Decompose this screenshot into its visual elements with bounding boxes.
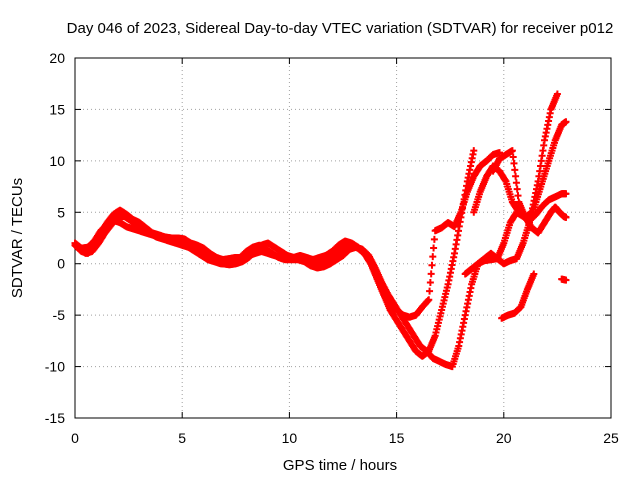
series-track-5: [470, 162, 570, 237]
series-track-6: [498, 270, 538, 322]
series-track-1: [71, 149, 504, 321]
x-tick-label: 20: [496, 430, 512, 446]
data-point: [510, 159, 518, 167]
data-point: [511, 166, 519, 174]
tick-labels: 0 5 10 15 20 25 -15 -10 -5 0 5 10 15 20: [45, 50, 619, 446]
x-tick-label: 25: [603, 430, 619, 446]
data-point: [513, 185, 521, 193]
y-tick-label: 15: [49, 101, 65, 117]
data-point: [512, 179, 520, 187]
y-tick-label: -10: [45, 359, 65, 375]
data-point: [428, 261, 436, 269]
data-point: [509, 153, 517, 161]
data-point: [530, 270, 538, 278]
axis-ticks: [74, 57, 612, 419]
y-axis-label: SDTVAR / TECUs: [9, 178, 26, 298]
x-tick-label: 15: [389, 430, 405, 446]
data-point: [426, 278, 434, 286]
series-track-3: [75, 118, 570, 371]
plot-frame: [74, 57, 612, 419]
series-track-7: [489, 90, 561, 221]
x-tick-label: 5: [178, 430, 186, 446]
x-axis-label: GPS time / hours: [283, 457, 397, 474]
grid-lines: [75, 58, 611, 418]
data-point: [553, 90, 561, 98]
data-point: [430, 235, 438, 243]
y-tick-label: 5: [57, 204, 65, 220]
x-tick-label: 0: [71, 430, 79, 446]
data-point: [426, 287, 434, 295]
data-point: [562, 190, 570, 198]
data-point: [425, 296, 433, 304]
data-point: [427, 270, 435, 278]
data-point: [470, 147, 478, 155]
data-point: [562, 118, 570, 126]
chart-title: Day 046 of 2023, Sidereal Day-to-day VTE…: [67, 20, 614, 37]
data-points: [71, 90, 570, 371]
data-point: [562, 276, 570, 284]
y-tick-label: 20: [49, 50, 65, 66]
data-point: [514, 192, 522, 200]
y-tick-label: 10: [49, 153, 65, 169]
data-point: [512, 172, 520, 180]
data-point: [508, 147, 516, 155]
x-tick-label: 10: [282, 430, 298, 446]
series-track-8: [558, 275, 570, 284]
data-point: [429, 253, 437, 261]
data-point: [430, 244, 438, 252]
y-tick-label: -15: [45, 410, 65, 426]
y-tick-label: 0: [57, 256, 65, 272]
y-tick-label: -5: [53, 307, 66, 323]
data-point: [562, 213, 570, 221]
